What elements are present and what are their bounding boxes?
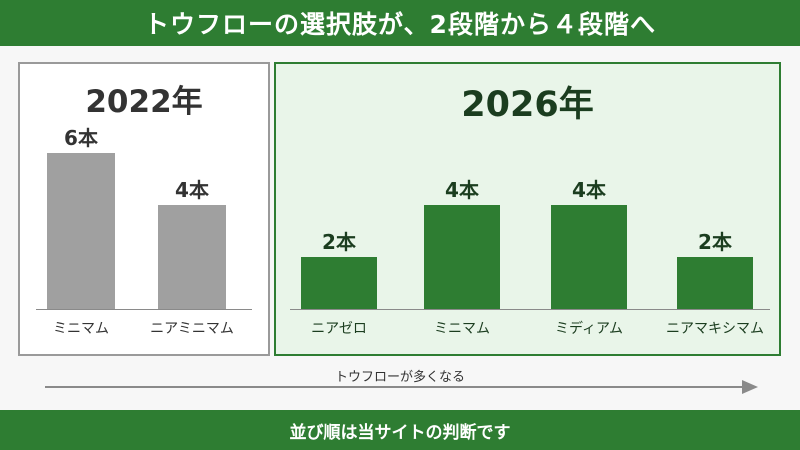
bar	[424, 205, 500, 309]
chart-title-2026: 2026年	[461, 85, 594, 125]
right-arrow-icon	[45, 380, 758, 394]
bar	[551, 205, 627, 309]
footer-note: 並び順は当サイトの判断です	[0, 410, 800, 450]
bar-value-label: 6本	[64, 126, 98, 150]
bar	[158, 205, 226, 309]
header-title: トウフローの選択肢が、2段階から４段階へ	[0, 0, 800, 46]
bar-value-label: 4本	[445, 178, 479, 202]
bar	[677, 257, 753, 309]
category-label: ニアマキシマム	[666, 321, 764, 337]
category-label: ニアゼロ	[311, 321, 367, 337]
category-label: ミディアム	[555, 320, 623, 337]
chart-title-2022: 2022年	[85, 84, 203, 120]
bar-value-label: 2本	[322, 230, 356, 254]
bar-value-label: 2本	[698, 230, 732, 254]
bar	[47, 153, 115, 309]
bar	[301, 257, 377, 309]
arrow-label: トウフローが多くなる	[334, 370, 465, 385]
category-label: ミニマム	[53, 321, 109, 337]
bar-value-label: 4本	[175, 178, 209, 202]
bar-value-label: 4本	[572, 178, 606, 202]
category-label: ミニマム	[434, 321, 490, 337]
category-label: ニアミニマム	[150, 321, 234, 337]
